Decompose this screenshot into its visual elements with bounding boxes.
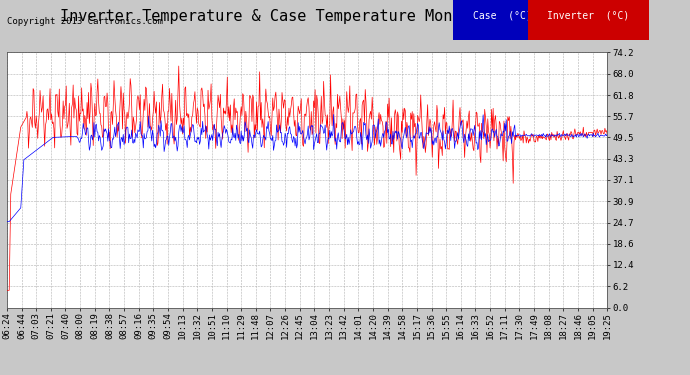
Text: Copyright 2013 Cartronics.com: Copyright 2013 Cartronics.com <box>7 17 163 26</box>
Text: Inverter  (°C): Inverter (°C) <box>547 10 629 21</box>
Text: Inverter Temperature & Case Temperature Mon Sep 2 19:25: Inverter Temperature & Case Temperature … <box>59 9 562 24</box>
Text: Case  (°C): Case (°C) <box>473 10 531 21</box>
